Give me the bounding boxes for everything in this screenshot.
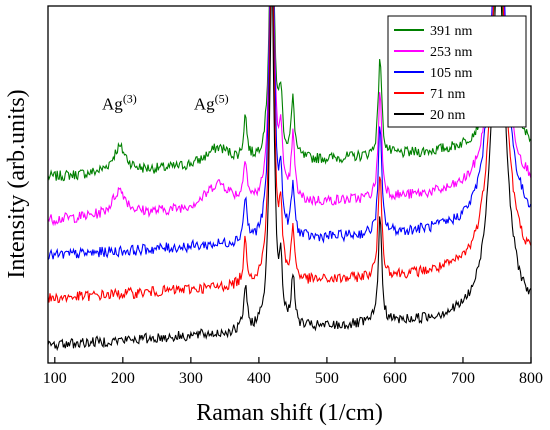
- legend-label-0: 391 nm: [430, 24, 473, 39]
- plot-frame: [47, 5, 532, 364]
- legend-label-1: 253 nm: [430, 45, 473, 60]
- y-axis-label: Intensity (arb.units): [4, 89, 30, 278]
- x-axis-label: Raman shift (1/cm): [196, 400, 383, 426]
- series-line-4: [48, 6, 531, 352]
- series-layer: [48, 6, 531, 352]
- legend: 391 nm 253 nm 105 nm 71 nm 20 nm: [387, 15, 527, 128]
- x-tick-label-300: 300: [179, 370, 203, 387]
- legend-label-3: 71 nm: [430, 87, 466, 102]
- annotation-1: Ag(5): [194, 92, 229, 114]
- legend-label-4: 20 nm: [430, 108, 466, 123]
- legend-label-2: 105 nm: [430, 66, 473, 81]
- peak-annotations: Ag(3) Ag(5): [102, 92, 229, 114]
- x-tick-label-800: 800: [519, 370, 543, 387]
- series-line-3: [48, 6, 531, 304]
- x-tick-label-700: 700: [451, 370, 475, 387]
- x-tick-label-600: 600: [383, 370, 407, 387]
- x-tick-label-500: 500: [315, 370, 339, 387]
- x-axis-ticks: 100 200 300 400 500 600 700 800: [43, 357, 543, 387]
- x-tick-label-400: 400: [247, 370, 271, 387]
- series-line-0: [48, 6, 531, 182]
- x-tick-label-200: 200: [111, 370, 135, 387]
- series-line-1: [48, 6, 531, 227]
- series-line-2: [48, 6, 531, 261]
- x-tick-label-100: 100: [43, 370, 67, 387]
- annotation-0: Ag(3): [102, 92, 137, 114]
